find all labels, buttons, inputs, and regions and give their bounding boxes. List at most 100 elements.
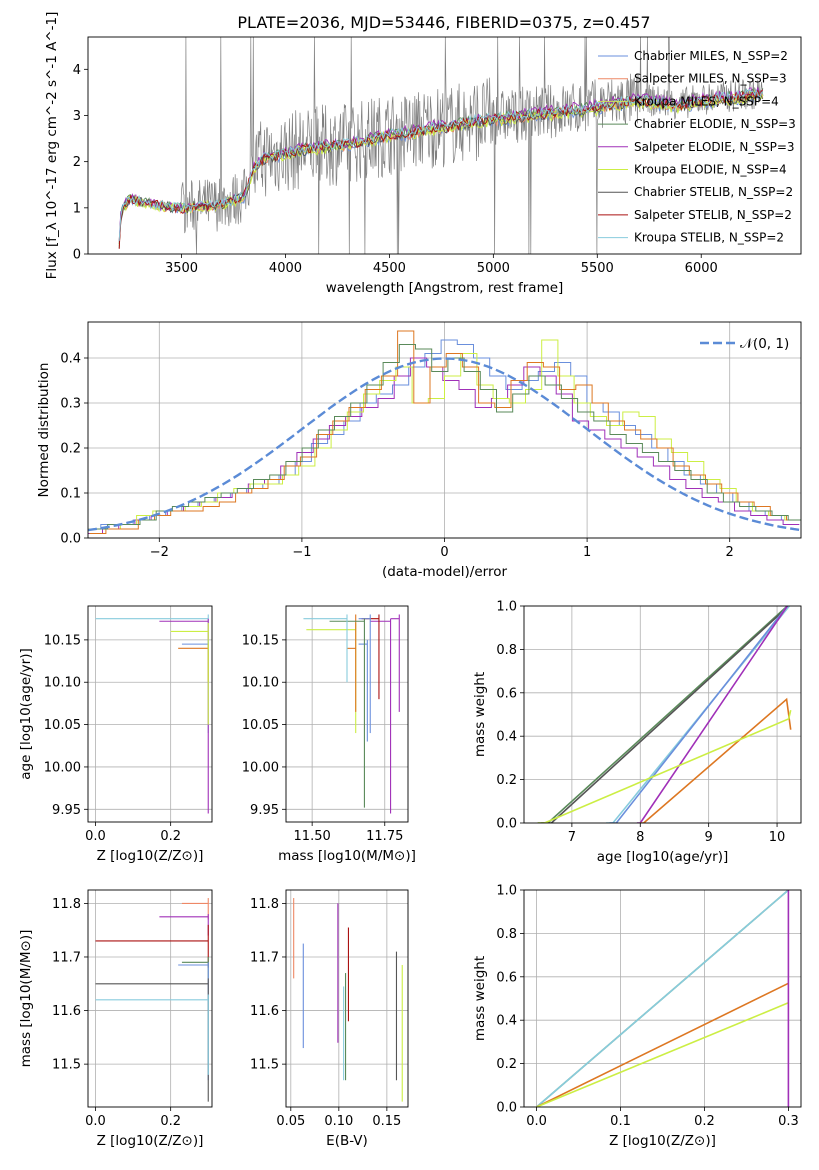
- x-tick-label: 0.2: [160, 1114, 181, 1129]
- y-tick-label: 1.0: [496, 600, 517, 615]
- x-tick-label: 0: [440, 545, 448, 560]
- x-tick-label: 1: [583, 545, 591, 560]
- y-tick-label: 9.95: [250, 803, 279, 818]
- plot-area: [293, 898, 403, 1102]
- y-tick-label: 10.10: [242, 676, 279, 691]
- spectrum-panel: 3500 4000 4500 5000 5500 6000 0 1 2 3 4 wavelength …: [44, 12, 802, 296]
- y-tick-label: 3: [73, 109, 81, 124]
- legend-entry: Salpeter ELODIE, N_SSP=3: [634, 140, 795, 154]
- x-tick-label: 0.3: [778, 1114, 799, 1129]
- y-tick-label: 11.7: [52, 950, 81, 965]
- cumulative-weight-line: [536, 982, 789, 1107]
- y-tick-label: 0.8: [496, 643, 517, 658]
- y-tick-label: 10.10: [44, 676, 81, 691]
- plot-area: [95, 614, 209, 814]
- x-tick-label: 11.75: [366, 829, 403, 844]
- x-tick-label: 9: [705, 830, 713, 845]
- y-tick-label: 11.8: [52, 897, 81, 912]
- y-axis-label: mass [log10(M/M⊙)]: [18, 930, 34, 1068]
- cumulative-weight-line: [536, 1002, 789, 1107]
- cumulative-weight-line: [541, 606, 790, 823]
- axes-frame: [523, 889, 802, 1108]
- legend-entry: Salpeter STELIB, N_SSP=2: [634, 208, 792, 222]
- axes-frame: [285, 889, 409, 1108]
- legend-entry: Kroupa MILES, N_SSP=4: [634, 94, 779, 108]
- y-tick-label: 0.0: [496, 817, 517, 832]
- plot-area: [118, 37, 764, 254]
- y-tick-label: 0.2: [496, 773, 517, 788]
- y-tick-label: 9.95: [52, 803, 81, 818]
- y-axis-label: age [log10(age/yr)]: [18, 648, 34, 780]
- x-tick-label: −2: [150, 545, 169, 560]
- axes-frame: [285, 605, 409, 823]
- model-spectrum-5: [118, 91, 764, 245]
- axes-frame: [87, 36, 802, 255]
- x-tick-label: 4500: [373, 261, 406, 276]
- legend-entry: Kroupa ELODIE, N_SSP=4: [634, 163, 787, 177]
- mass-vs-ebv-panel: 0.05 0.10 0.15 11.5 11.6 11.7 11.8 E(B-V): [250, 889, 409, 1149]
- x-tick-label: 2: [726, 545, 734, 560]
- plot-area: [303, 614, 400, 814]
- x-axis-label: wavelength [Angstrom, rest frame]: [326, 280, 564, 296]
- plot-area: [536, 890, 790, 1107]
- axes-frame: [87, 605, 213, 823]
- x-tick-label: 10: [769, 830, 786, 845]
- y-tick-label: 0.6: [496, 970, 517, 985]
- x-tick-label: 4000: [269, 261, 302, 276]
- y-tick-label: 0.3: [60, 397, 81, 412]
- x-tick-label: 5000: [477, 261, 510, 276]
- cumulative-weight-line: [636, 606, 788, 823]
- y-tick-label: 0.2: [60, 442, 81, 457]
- x-tick-label: 11.50: [294, 829, 331, 844]
- mass-vs-z-panel: 0.0 0.2 11.5 11.6 11.7 11.8 Z [log10(Z/Z⊙)] mas…: [18, 889, 213, 1149]
- x-axis-label: Z [log10(Z/Z⊙)]: [609, 1133, 716, 1149]
- y-tick-label: 0.4: [496, 1014, 517, 1029]
- histogram-series: [89, 330, 801, 534]
- histogram-series: [88, 339, 801, 530]
- y-axis-label: mass weight: [472, 672, 488, 757]
- x-axis-label: Z [log10(Z/Z⊙)]: [97, 1133, 204, 1149]
- x-axis-label: (data-model)/error: [382, 564, 508, 580]
- x-tick-label: 0.10: [324, 1114, 353, 1129]
- legend-entry: 𝒩(0, 1): [740, 336, 789, 352]
- x-tick-label: 0.2: [694, 1114, 715, 1129]
- y-tick-label: 0.6: [496, 686, 517, 701]
- x-axis-label: Z [log10(Z/Z⊙)]: [97, 848, 204, 864]
- y-tick-label: 11.5: [250, 1058, 279, 1073]
- legend-entry: Chabrier MILES, N_SSP=2: [634, 49, 788, 63]
- histogram-series: [88, 339, 798, 530]
- y-tick-label: 11.6: [250, 1004, 279, 1019]
- x-tick-label: 0.2: [160, 829, 181, 844]
- age-vs-z-panel: 0.0 0.2 9.95 10.00 10.05 10.10 10.15 Z [log10(Z…: [18, 605, 213, 864]
- y-tick-label: 0.0: [496, 1101, 517, 1116]
- y-tick-label: 0: [73, 248, 81, 263]
- y-tick-label: 10.05: [44, 718, 81, 733]
- x-tick-label: 0.0: [85, 1114, 106, 1129]
- x-tick-label: 0.05: [276, 1114, 305, 1129]
- cumulative-weight-line: [537, 606, 788, 823]
- y-tick-label: 11.5: [52, 1058, 81, 1073]
- x-axis-label: age [log10(age/yr)]: [597, 849, 729, 865]
- axes-frame: [523, 605, 802, 824]
- age-vs-mass-panel: 11.50 11.75 9.95 10.00 10.05 10.10 10.15 mass […: [242, 605, 416, 864]
- x-tick-label: −1: [292, 545, 311, 560]
- x-tick-label: 8: [636, 830, 644, 845]
- y-tick-label: 11.6: [52, 1004, 81, 1019]
- x-axis-label: E(B-V): [326, 1133, 368, 1149]
- x-tick-label: 7: [568, 830, 576, 845]
- x-tick-label: 0.0: [85, 829, 106, 844]
- model-spectrum-8: [118, 88, 763, 241]
- y-axis-label: Normed distribution: [36, 363, 52, 498]
- cumulative-weight-line: [609, 606, 788, 823]
- axes-frame: [87, 889, 213, 1108]
- legend: Chabrier MILES, N_SSP=2 Salpeter MILES, N…: [598, 49, 796, 245]
- figure-title: PLATE=2036, MJD=53446, FIBERID=0375, z=0…: [237, 13, 650, 32]
- y-tick-label: 0.4: [60, 352, 81, 367]
- legend-entry: Kroupa STELIB, N_SSP=2: [634, 231, 784, 245]
- mass-weight-vs-z-panel: 0.0 0.1 0.2 0.3 0.0 0.2 0.4 0.6 0.8 1.0 Z [log10(Z…: [472, 884, 802, 1149]
- y-tick-label: 2: [73, 155, 81, 170]
- plot-area: [537, 606, 792, 823]
- y-tick-label: 1: [73, 201, 81, 216]
- y-axis-label: Flux [f_λ 10^-17 erg cm^-2 s^-1 A^-1]: [44, 12, 60, 280]
